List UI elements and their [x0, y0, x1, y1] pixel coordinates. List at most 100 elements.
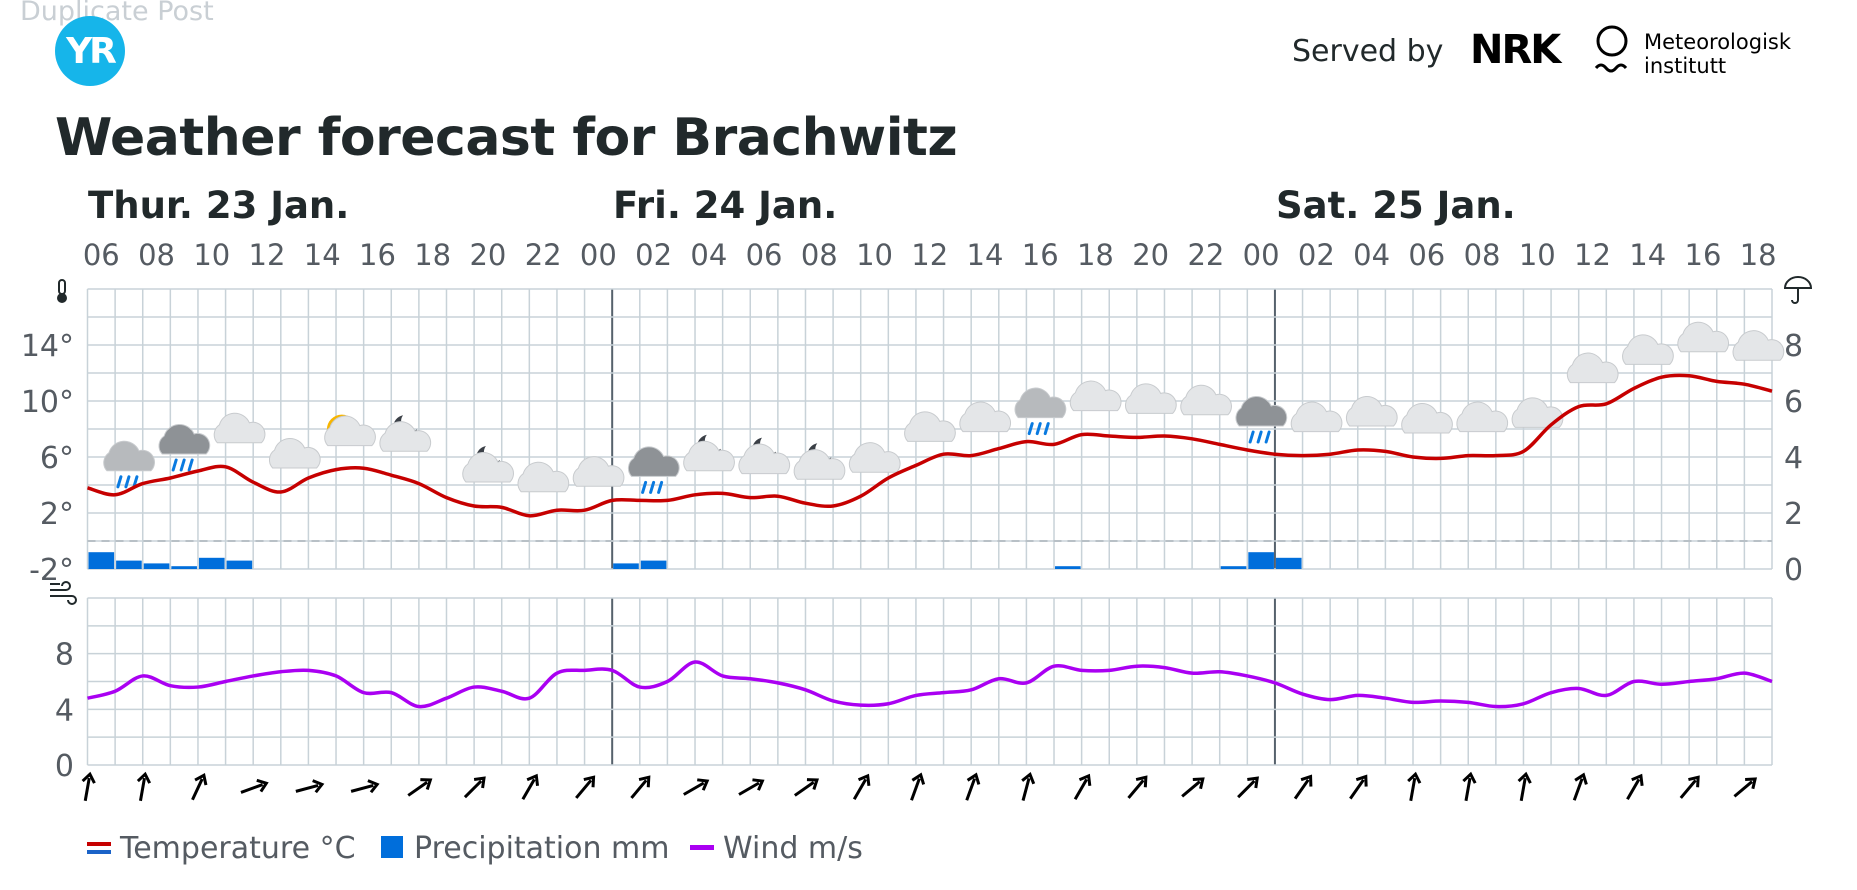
day-label: Sat. 25 Jan. [1276, 184, 1516, 227]
series-lines [86, 373, 1773, 709]
wind-arrow-icon [683, 778, 710, 796]
hour-label: 18 [414, 238, 451, 272]
rain-dark-cloud-icon [1235, 396, 1288, 444]
precipitation-bar [1248, 552, 1274, 569]
wind-arrow-icon [1293, 774, 1313, 800]
cloud-icon [1180, 384, 1232, 416]
met-line-1: Meteorologisk [1644, 30, 1792, 54]
partly-cloudy-night-icon [793, 443, 846, 480]
wind-arrow-icon [630, 775, 651, 799]
wind-arrow-icon [910, 772, 926, 801]
wind-arrow-icon [965, 772, 981, 801]
hour-label: 18 [1740, 238, 1777, 272]
hour-label: 14 [1629, 238, 1666, 272]
cloud-icon [1345, 396, 1398, 427]
chart-legend: Temperature °C Precipitation mm Wind m/s [87, 831, 863, 866]
wind-arrow-icon [295, 779, 325, 794]
cloud-icon [1125, 383, 1177, 414]
day-label: Fri. 24 Jan. [613, 184, 837, 227]
hour-label: 18 [1077, 238, 1114, 272]
cloud-icon [1677, 321, 1729, 353]
wind-arrow-icon [1626, 773, 1644, 801]
hour-label: 12 [1574, 238, 1611, 272]
duplicate-post-overlay[interactable]: Duplicate Post [20, 0, 214, 27]
hour-label: 10 [1519, 238, 1556, 272]
served-by-label: Served by [1292, 34, 1444, 69]
cloud-icon [1622, 334, 1674, 365]
hour-label: 16 [359, 238, 396, 272]
day-label: Thur. 23 Jan. [88, 184, 349, 227]
precipitation-bars [88, 552, 1302, 569]
legend-item: Wind m/s [690, 831, 863, 866]
thermometer-icon [57, 279, 67, 303]
hour-label: 20 [1132, 238, 1169, 272]
rain-dark-cloud-icon [158, 424, 211, 472]
wind-arrow-icon [350, 779, 380, 794]
wind-arrow-icon [575, 775, 596, 799]
wind-tick: 0 [55, 749, 74, 784]
precipitation-bar [1275, 557, 1302, 569]
hour-label: 12 [249, 238, 286, 272]
hour-label: 00 [580, 238, 617, 272]
precipitation-bar [1055, 566, 1081, 569]
hour-labels: 06 08 10 12 14 16 18 20 22 00 02 04 06 08 10 12 14 16 18 20… [83, 238, 1777, 272]
precipitation-bar [1220, 566, 1247, 569]
yr-logo: YR [55, 16, 125, 86]
cloud-icon [1069, 380, 1122, 412]
cloud-icon [1401, 403, 1453, 434]
cloud-icon [213, 412, 266, 444]
wind-arrow-icon [1733, 777, 1758, 798]
partly-cloudy-night-icon [379, 415, 432, 452]
cloud-icon [904, 411, 956, 442]
precipitation-bar [640, 560, 667, 569]
hour-label: 10 [856, 238, 893, 272]
wind-line [87, 660, 1773, 709]
temperature-tick: 6° [40, 441, 74, 476]
legend-item: Temperature °C [87, 831, 356, 866]
wind-direction-arrows [81, 771, 1758, 802]
wind-arrow-icon [240, 778, 269, 794]
wind-arrow-icon [1517, 771, 1532, 802]
precipitation-tick: 6 [1784, 385, 1803, 420]
cloud-icon [517, 461, 570, 493]
cloud-icon [848, 442, 901, 473]
hour-label: 14 [304, 238, 341, 272]
page-title: Weather forecast for Brachwitz [55, 108, 958, 168]
temperature-line [86, 373, 1773, 518]
wind-arrow-icon [1237, 776, 1259, 799]
precipitation-bar [226, 560, 253, 569]
precipitation-tick: 4 [1784, 441, 1803, 476]
wind-arrow-icon [1021, 772, 1036, 801]
precipitation-bar [171, 566, 197, 569]
umbrella-icon [1783, 276, 1813, 304]
hour-label: 16 [1685, 238, 1722, 272]
hour-label: 06 [1408, 238, 1445, 272]
wind-arrow-icon [793, 778, 819, 797]
day-labels: Thur. 23 Jan. Fri. 24 Jan. Sat. 25 Jan. [88, 184, 1516, 227]
cloud-icon [1732, 330, 1785, 361]
wind-arrow-icon [191, 773, 208, 801]
hour-label: 20 [469, 238, 506, 272]
wind-arrow-icon [1407, 771, 1422, 802]
rain-dark-cloud-icon [627, 446, 680, 494]
wind-tick: 4 [55, 693, 74, 728]
hour-label: 16 [1022, 238, 1059, 272]
temperature-tick: 14° [21, 329, 74, 364]
precipitation-tick: 8 [1784, 329, 1803, 364]
wind-icon [50, 581, 77, 605]
partly-sunny-icon [324, 414, 376, 447]
wind-arrow-icon [1127, 775, 1148, 799]
wind-arrow-icon [136, 771, 152, 802]
wind-arrow-icon [81, 771, 96, 802]
hour-label: 10 [193, 238, 230, 272]
met-institute-name: Meteorologisk institutt [1644, 30, 1791, 78]
legend-label: Temperature °C [119, 831, 356, 866]
hour-label: 22 [1187, 238, 1224, 272]
partly-cloudy-night-icon [738, 437, 791, 475]
hour-label: 00 [1243, 238, 1280, 272]
wind-tick: 8 [55, 638, 74, 673]
precipitation-bar [116, 560, 142, 569]
hour-label: 14 [967, 238, 1004, 272]
